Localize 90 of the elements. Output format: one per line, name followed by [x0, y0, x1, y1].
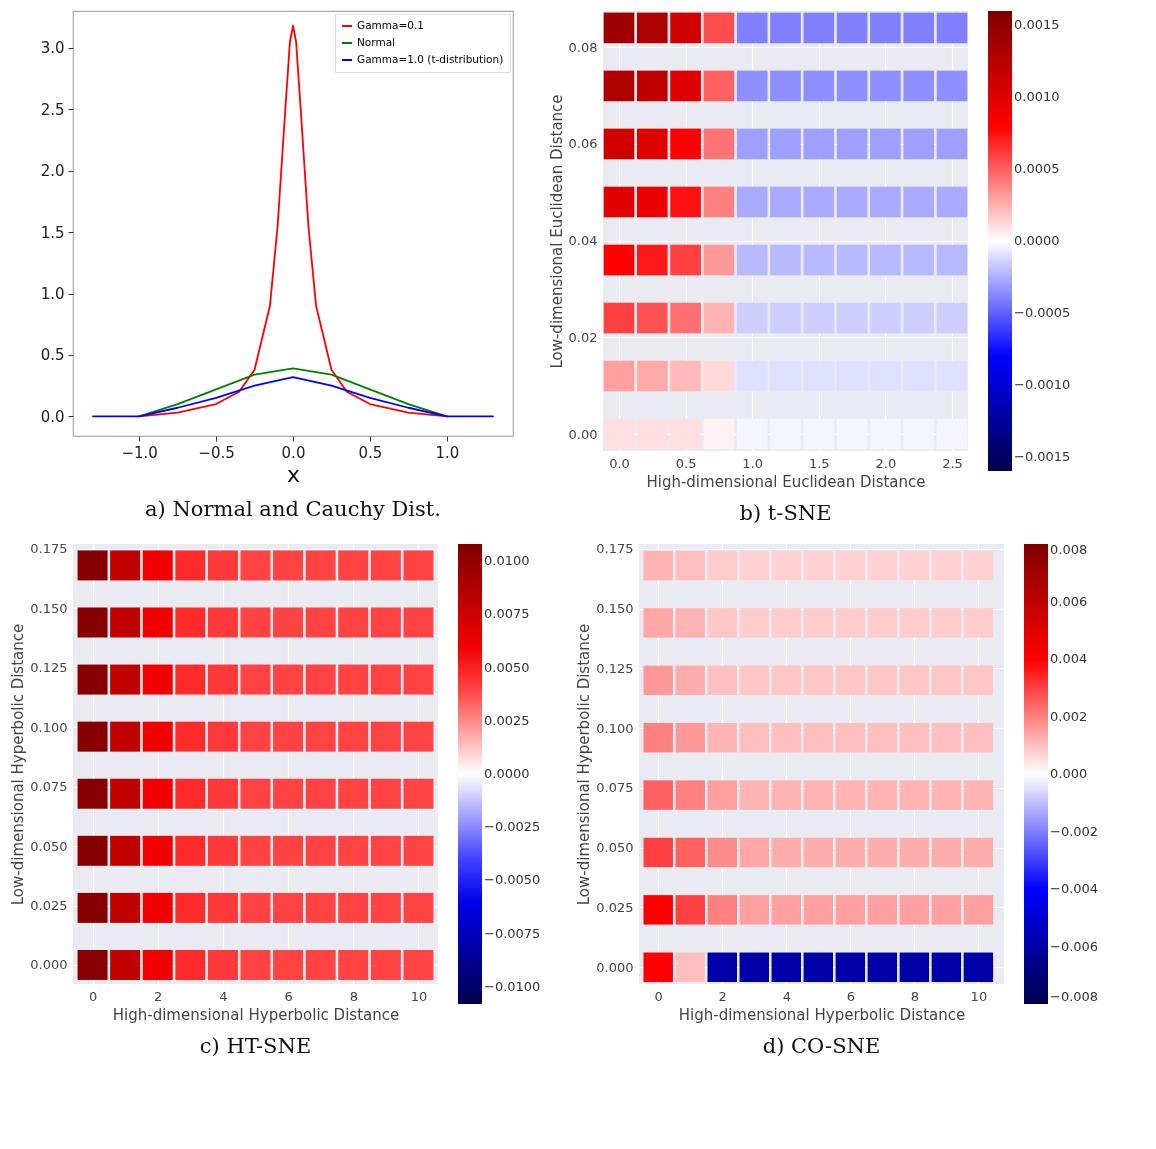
y-tick-label: 0.050: [30, 838, 68, 854]
x-tick-label: 4: [782, 988, 791, 1004]
y-tick-label: 0.100: [596, 720, 634, 736]
y-tick-label: 0.04: [568, 233, 598, 249]
text: b) t-SNE: [739, 501, 832, 525]
x-tick-label: 8: [349, 988, 358, 1004]
text: d) CO-SNE: [762, 1034, 881, 1058]
y-tick-label: 0.075: [30, 779, 68, 795]
y-tick-label: 0.150: [30, 600, 68, 616]
y-axis-title: Low-dimensional Euclidean Distance: [547, 94, 566, 369]
y-tick-label: 0.150: [596, 601, 634, 617]
x-tick-label: 6: [846, 988, 855, 1004]
y-tick-label: 3.0: [40, 39, 65, 58]
color-bar-label: 0.0005: [1014, 161, 1060, 177]
x-tick-label: −0.5: [198, 443, 235, 462]
y-tick-label: 0.02: [568, 329, 598, 345]
x-tick-label: 2.5: [942, 455, 963, 471]
color-bar-label: −0.002: [1050, 823, 1099, 839]
color-bar-label: 0.0000: [1014, 233, 1060, 248]
x-axis-title: x: [286, 461, 301, 487]
line-series: [92, 376, 494, 418]
legend-label: Gamma=1.0 (t-distribution): [357, 53, 504, 65]
color-bar-label: 0.0050: [484, 659, 530, 675]
y-tick-label: 0.125: [596, 660, 634, 676]
y-axis-title: Low-dimensional Hyperbolic Distance: [575, 623, 594, 906]
x-tick-label: 0: [88, 988, 98, 1004]
x-axis-title: High-dimensional Hyperbolic Distance: [112, 1005, 400, 1024]
color-bar-label: −0.008: [1050, 989, 1099, 1004]
y-tick-label: 0.075: [596, 780, 634, 796]
y-tick-label: 0.00: [568, 426, 598, 442]
color-bar-label: 0.002: [1050, 708, 1088, 724]
x-tick-label: 0: [654, 988, 663, 1004]
x-tick-label: 1.5: [808, 455, 830, 471]
color-bar-label: 0.0075: [484, 606, 530, 622]
color-bar-label: 0.0000: [484, 766, 530, 781]
color-bar-label: 0.006: [1050, 593, 1088, 609]
x-axis-title: High-dimensional Hyperbolic Distance: [678, 1005, 966, 1024]
color-bar-label: −0.0010: [1014, 376, 1071, 392]
x-tick-label: 6: [284, 988, 293, 1004]
y-tick-label: 0.050: [596, 840, 634, 856]
x-tick-label: 1.0: [742, 455, 764, 471]
color-bar-label: 0.000: [1050, 766, 1088, 781]
x-axis-title: High-dimensional Euclidean Distance: [646, 472, 926, 491]
x-tick-label: 0.0: [281, 443, 306, 462]
color-bar-label: −0.004: [1050, 881, 1099, 896]
color-bar-label: 0.0100: [484, 553, 530, 569]
y-tick-label: 0.125: [30, 660, 68, 676]
color-bar-label: 0.0025: [484, 712, 530, 728]
y-tick-label: 0.100: [30, 719, 68, 735]
legend-label: Gamma=0.1: [357, 19, 424, 31]
y-tick-label: 0.025: [30, 898, 68, 914]
color-bar-label: 0.0010: [1014, 89, 1060, 105]
color-bar-label: −0.0025: [484, 819, 541, 835]
y-tick-label: 0.025: [596, 899, 634, 915]
y-axis-title: Low-dimensional Hyperbolic Distance: [9, 623, 28, 906]
y-tick-label: 0.0: [40, 407, 65, 426]
color-bar-label: −0.0005: [1014, 304, 1071, 320]
color-bar-label: 0.008: [1050, 542, 1088, 557]
x-tick-label: 4: [219, 988, 228, 1004]
x-tick-label: 10: [410, 988, 428, 1004]
color-bar-label: 0.004: [1050, 651, 1088, 666]
color-bar-label: −0.0075: [484, 925, 541, 941]
x-tick-label: 10: [970, 988, 988, 1004]
y-tick-label: 0.08: [568, 39, 598, 55]
x-tick-label: 8: [910, 988, 919, 1004]
x-tick-label: −1.0: [121, 443, 158, 462]
y-tick-label: 0.000: [30, 957, 68, 973]
color-bar-label: −0.0100: [484, 978, 541, 994]
y-tick-label: 2.0: [40, 162, 65, 181]
x-tick-label: 2.0: [875, 455, 897, 471]
y-tick-label: 2.5: [40, 100, 65, 119]
y-tick-label: 1.5: [40, 223, 65, 242]
y-tick-label: 0.06: [568, 136, 598, 152]
color-bar-label: 0.0015: [1014, 17, 1060, 33]
text: a) Normal and Cauchy Dist.: [145, 497, 441, 521]
color-bar-label: −0.0015: [1014, 448, 1071, 464]
x-tick-label: 0.5: [358, 443, 383, 462]
x-tick-label: 0.5: [675, 455, 697, 471]
x-tick-label: 2: [154, 988, 163, 1004]
y-tick-label: 0.5: [40, 346, 65, 365]
color-bar-label: −0.006: [1050, 938, 1099, 954]
x-tick-label: 1.0: [435, 443, 460, 462]
y-tick-label: 0.175: [596, 541, 634, 557]
x-tick-label: 2: [718, 988, 727, 1004]
color-bar-label: −0.0050: [484, 872, 541, 888]
legend-label: Normal: [357, 36, 395, 48]
text: c) HT-SNE: [199, 1034, 312, 1058]
y-tick-label: 1.0: [40, 285, 65, 304]
y-tick-label: 0.175: [30, 541, 68, 557]
y-tick-label: 0.000: [596, 959, 634, 975]
